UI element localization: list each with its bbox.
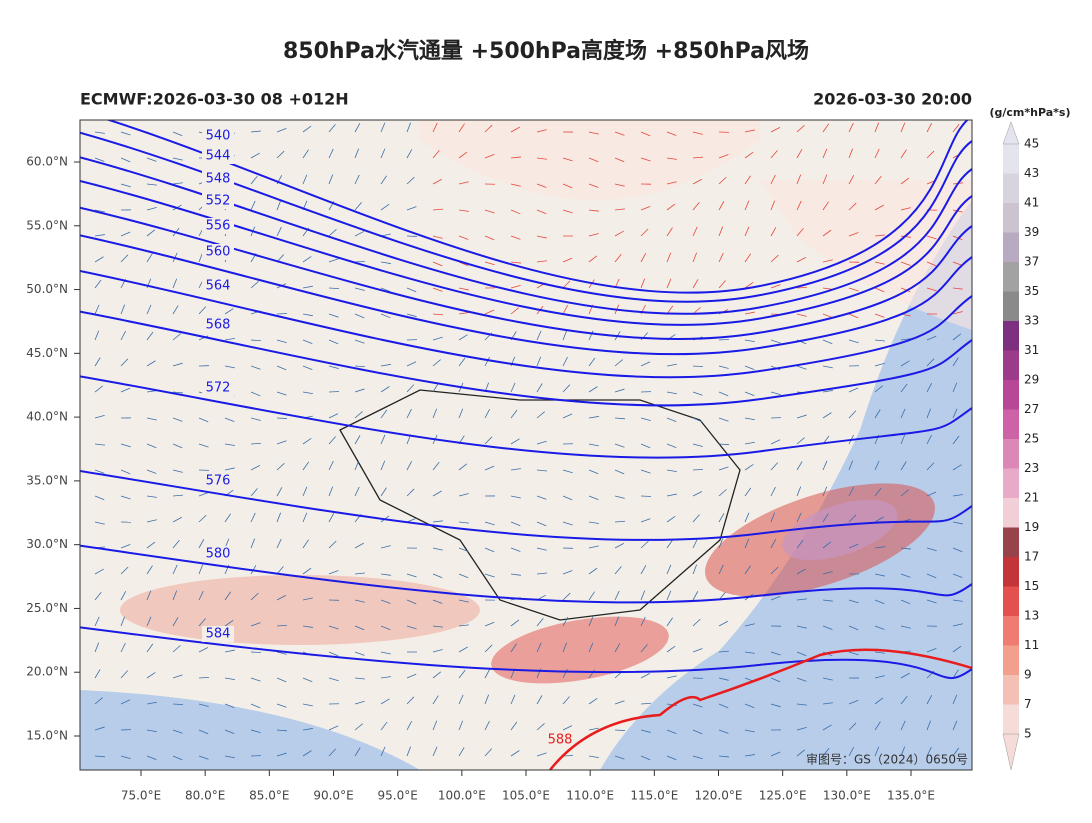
map-area: 540 544 548 552 556 560 564 568 572 576 580 584 588 [80, 111, 972, 770]
x-tick-label: 110.0°E [566, 789, 614, 803]
colorbar-swatch [1003, 587, 1019, 617]
colorbar-label: 29 [1024, 373, 1039, 387]
x-tick-label: 90.0°E [313, 789, 353, 803]
contour-label: 572 [206, 381, 231, 396]
colorbar-label: 33 [1024, 314, 1039, 328]
x-tick-label: 85.0°E [249, 789, 289, 803]
colorbar-swatch [1003, 675, 1019, 705]
colorbar-swatch [1003, 380, 1019, 410]
colorbar-label: 5 [1024, 727, 1032, 741]
colorbar-label: 35 [1024, 284, 1039, 298]
contour-label: 540 [206, 129, 231, 144]
contour-label: 544 [206, 149, 231, 164]
colorbar-label: 41 [1024, 196, 1039, 210]
colorbar-label: 39 [1024, 225, 1039, 239]
contour-label: 548 [206, 172, 231, 187]
colorbar-label: 17 [1024, 550, 1039, 564]
colorbar-label: 9 [1024, 668, 1032, 682]
y-tick-label: 40.0°N [26, 410, 68, 424]
wind-barb [615, 730, 625, 731]
y-tick-label: 60.0°N [26, 155, 68, 169]
colorbar-swatch [1003, 498, 1019, 528]
colorbar-swatch [1003, 646, 1019, 676]
x-tick-label: 135.0°E [887, 789, 935, 803]
x-tick-label: 95.0°E [378, 789, 418, 803]
colorbar-label: 19 [1024, 520, 1039, 534]
colorbar: 5 7 9 11 13 15 17 19 21 23 25 27 29 31 33 35 37 39 41 43 45 [1003, 122, 1039, 770]
contour-label: 588 [548, 733, 573, 748]
contour-label: 576 [206, 474, 231, 489]
x-tick-label: 105.0°E [502, 789, 550, 803]
y-tick-label: 30.0°N [26, 537, 68, 551]
colorbar-swatch [1003, 292, 1019, 322]
x-tick-label: 100.0°E [438, 789, 486, 803]
x-tick-label: 75.0°E [121, 789, 161, 803]
colorbar-label: 37 [1024, 255, 1039, 269]
colorbar-swatch [1003, 351, 1019, 381]
y-tick-label: 20.0°N [26, 665, 68, 679]
colorbar-label: 7 [1024, 697, 1032, 711]
colorbar-label: 11 [1024, 638, 1039, 652]
contour-label: 584 [206, 627, 231, 642]
contour-label: 568 [206, 318, 231, 333]
colorbar-label: 15 [1024, 579, 1039, 593]
colorbar-extend [1003, 734, 1019, 770]
colorbar-label: 31 [1024, 343, 1039, 357]
colorbar-swatch [1003, 705, 1019, 735]
colorbar-swatch [1003, 528, 1019, 558]
colorbar-swatch [1003, 174, 1019, 204]
moisture-band [120, 575, 480, 645]
colorbar-swatch [1003, 439, 1019, 469]
colorbar-swatch [1003, 203, 1019, 233]
y-tick-label: 55.0°N [26, 218, 68, 232]
title: 850hPa水汽通量 +500hPa高度场 +850hPa风场 [283, 38, 809, 64]
x-tick-label: 125.0°E [759, 789, 807, 803]
contour-label: 564 [206, 279, 231, 294]
y-tick-label: 15.0°N [26, 729, 68, 743]
approval-number: 审图号：GS（2024）0650号 [806, 752, 968, 767]
colorbar-label: 13 [1024, 609, 1039, 623]
contour-label: 580 [206, 547, 231, 562]
colorbar-extend [1003, 122, 1019, 144]
contour-label: 560 [206, 245, 231, 260]
y-tick-label: 25.0°N [26, 601, 68, 615]
colorbar-swatch [1003, 233, 1019, 263]
colorbar-swatch [1003, 321, 1019, 351]
colorbar-label: 43 [1024, 166, 1039, 180]
x-tick-label: 130.0°E [823, 789, 871, 803]
colorbar-swatch [1003, 262, 1019, 292]
y-tick-label: 35.0°N [26, 473, 68, 487]
model-run: ECMWF:2026-03-30 08 +012H [80, 90, 349, 109]
x-tick-label: 80.0°E [185, 789, 225, 803]
colorbar-unit: (g/cm*hPa*s) [989, 106, 1070, 119]
y-tick-label: 45.0°N [26, 346, 68, 360]
colorbar-label: 25 [1024, 432, 1039, 446]
colorbar-swatch [1003, 144, 1019, 174]
colorbar-label: 23 [1024, 461, 1039, 475]
y-tick-label: 50.0°N [26, 282, 68, 296]
contour-label: 556 [206, 219, 231, 234]
wind-barb [329, 391, 339, 392]
colorbar-swatch [1003, 469, 1019, 499]
wind-barb [277, 418, 287, 419]
colorbar-swatch [1003, 557, 1019, 587]
x-tick-label: 120.0°E [695, 789, 743, 803]
colorbar-label: 27 [1024, 402, 1039, 416]
valid-time: 2026-03-30 20:00 [813, 90, 972, 109]
contour-label: 552 [206, 194, 231, 209]
colorbar-label: 45 [1024, 137, 1039, 151]
colorbar-swatch [1003, 410, 1019, 440]
colorbar-label: 21 [1024, 491, 1039, 505]
colorbar-swatch [1003, 616, 1019, 646]
x-tick-label: 115.0°E [630, 789, 678, 803]
